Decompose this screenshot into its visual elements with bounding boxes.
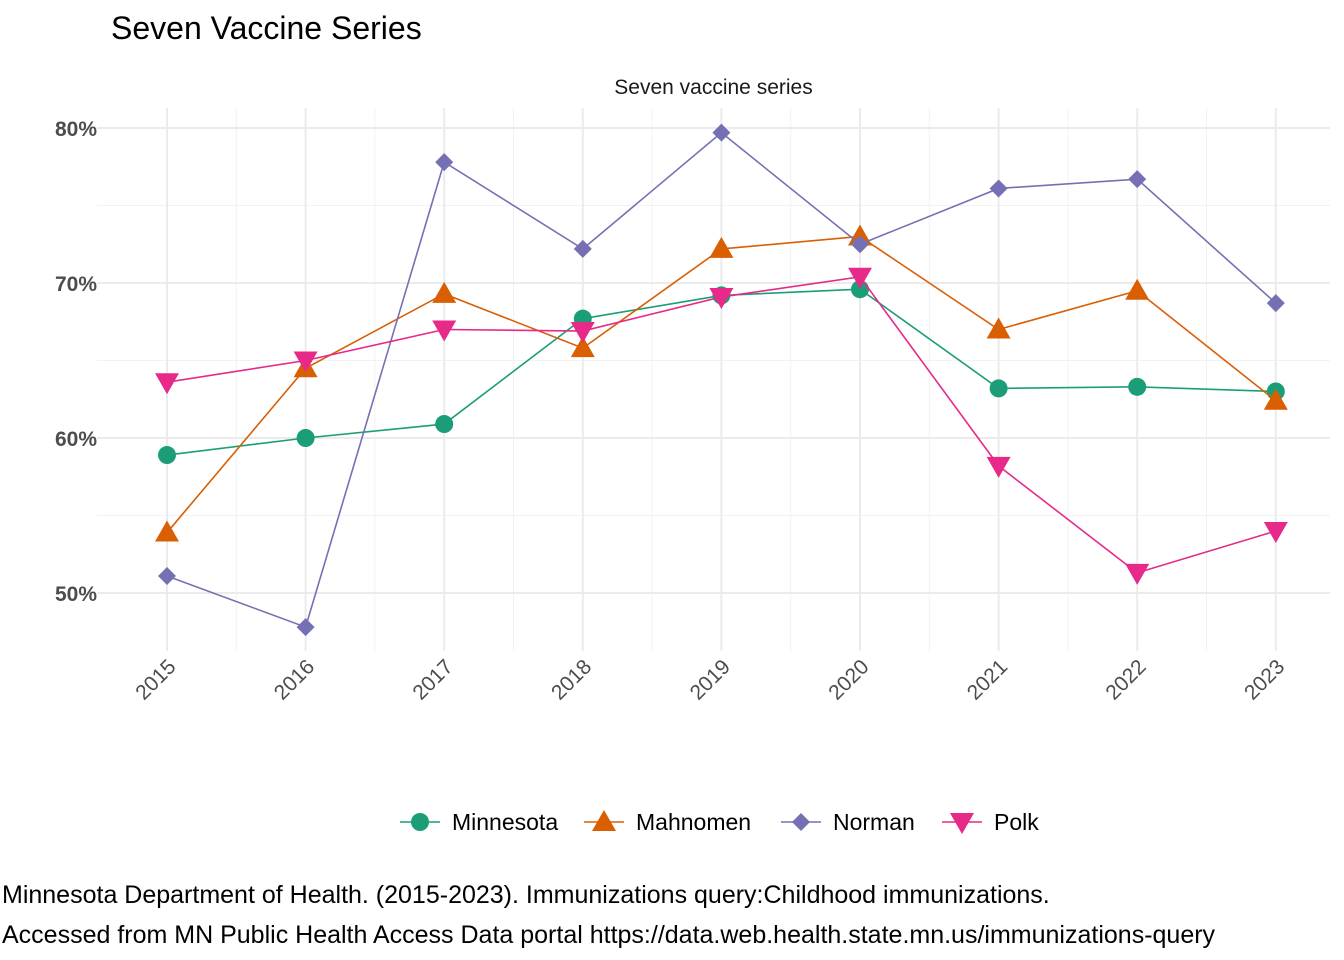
data-point-norman	[989, 179, 1008, 198]
chart-title: Seven Vaccine Series	[111, 10, 422, 46]
data-point-minnesota	[1128, 377, 1147, 396]
legend: Minnesota Mahnomen Norman Polk	[0, 800, 1344, 844]
y-tick-label: 50%	[55, 583, 97, 606]
line-chart: Seven vaccine series 50% 60% 70% 80% 2015 2016…	[55, 76, 1330, 705]
legend-item-norman: Norman	[781, 800, 915, 844]
data-point-mahnomen	[1125, 278, 1150, 300]
data-point-polk	[1263, 522, 1288, 543]
legend-key-mahnomen	[584, 810, 624, 831]
legend-marker-norman	[792, 813, 810, 831]
data-point-polk	[709, 287, 734, 309]
x-tick-label: 2015	[131, 655, 180, 704]
legend-key-norman	[781, 813, 821, 831]
x-tick-label: 2018	[547, 655, 596, 704]
data-point-minnesota	[158, 446, 176, 465]
legend-label-minnesota: Minnesota	[452, 808, 559, 835]
x-tick-label: 2020	[824, 655, 873, 704]
legend-item-mahnomen: Mahnomen	[584, 800, 751, 844]
data-point-polk	[293, 351, 318, 373]
data-point-norman	[158, 566, 176, 585]
series-polk	[155, 267, 1288, 585]
x-tick-label: 2019	[686, 655, 735, 704]
data-point-minnesota	[296, 429, 315, 447]
y-tick-label: 70%	[55, 273, 97, 296]
data-point-norman	[573, 239, 592, 258]
data-point-polk	[432, 320, 457, 342]
data-point-polk	[848, 267, 872, 289]
legend-label-polk: Polk	[994, 808, 1039, 835]
data-point-polk	[986, 456, 1011, 478]
legend-label-norman: Norman	[833, 808, 915, 835]
legend-item-minnesota: Minnesota	[400, 800, 558, 844]
data-point-mahnomen	[432, 281, 457, 303]
source-caption-line-2: Accessed from MN Public Health Access Da…	[2, 921, 1216, 949]
x-tick-label: 2017	[408, 655, 457, 704]
data-point-mahnomen	[709, 236, 734, 258]
source-caption-line-1: Minnesota Department of Health. (2015-20…	[2, 881, 1050, 909]
data-point-mahnomen	[1263, 388, 1288, 410]
data-point-norman	[1128, 170, 1147, 189]
legend-key-polk	[942, 813, 982, 834]
y-tick-label: 60%	[55, 428, 97, 451]
x-tick-label: 2016	[270, 655, 319, 704]
legend-item-polk: Polk	[942, 800, 1039, 844]
data-point-mahnomen	[155, 520, 179, 542]
data-point-norman	[296, 618, 315, 637]
data-point-minnesota	[989, 379, 1008, 398]
data-point-polk	[1125, 563, 1150, 585]
x-tick-label: 2021	[963, 655, 1012, 704]
facet-label: Seven vaccine series	[614, 76, 812, 99]
data-point-polk	[155, 373, 179, 395]
series-norman	[158, 123, 1285, 637]
legend-key-minnesota	[400, 813, 440, 831]
y-tick-label: 80%	[55, 118, 97, 141]
x-tick-label: 2023	[1240, 655, 1289, 704]
data-point-minnesota	[851, 280, 869, 299]
x-tick-label: 2022	[1101, 655, 1150, 704]
data-point-mahnomen	[986, 317, 1011, 339]
data-point-norman	[851, 235, 869, 254]
data-point-polk	[570, 322, 595, 344]
legend-marker-polk	[950, 813, 974, 834]
data-point-norman	[712, 123, 731, 142]
legend-marker-mahnomen	[592, 810, 616, 831]
data-point-mahnomen	[570, 336, 595, 358]
data-point-norman	[435, 153, 454, 172]
data-point-norman	[1266, 294, 1285, 313]
legend-label-mahnomen: Mahnomen	[636, 808, 752, 835]
data-point-minnesota	[435, 415, 454, 434]
legend-marker-minnesota	[411, 813, 429, 831]
